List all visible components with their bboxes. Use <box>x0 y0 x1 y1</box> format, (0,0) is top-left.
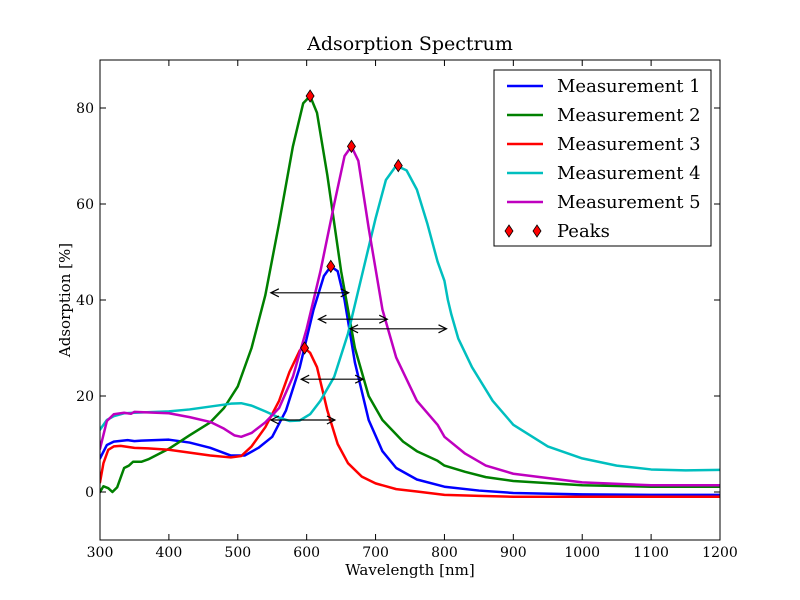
y-tick-label: 0 <box>85 485 94 501</box>
x-tick-label: 1000 <box>564 545 600 561</box>
peak-marker-1 <box>326 259 336 274</box>
fwhm-arrow-3 <box>269 415 337 425</box>
x-tick-label: 700 <box>362 545 389 561</box>
series-layer <box>100 94 720 499</box>
legend-peak-swatch <box>532 224 542 238</box>
fwhm-arrow-4 <box>348 324 448 334</box>
series-line-4 <box>100 164 720 472</box>
y-tick-label: 60 <box>76 197 94 213</box>
peak-marker-5 <box>346 139 356 154</box>
legend-label: Measurement 2 <box>557 105 701 126</box>
x-tick-label: 1100 <box>633 545 669 561</box>
x-tick-label: 600 <box>293 545 320 561</box>
fwhm-arrows <box>269 288 448 425</box>
fwhm-arrow-1 <box>317 314 389 324</box>
chart-title: Adsorption Spectrum <box>306 33 513 55</box>
fwhm-arrow-2 <box>269 288 351 298</box>
legend-entry-5: Measurement 5 <box>507 192 701 213</box>
x-tick-label: 500 <box>224 545 251 561</box>
x-tick-label: 800 <box>431 545 458 561</box>
peak-marker-4 <box>393 158 403 173</box>
legend-label: Measurement 1 <box>557 76 701 97</box>
legend: Measurement 1 Measurement 2 Measurement 3 M… <box>493 69 712 247</box>
x-tick-label: 400 <box>156 545 183 561</box>
y-tick-label: 20 <box>76 389 94 405</box>
x-tick-label: 1200 <box>702 545 738 561</box>
legend-label: Peaks <box>557 221 610 242</box>
legend-entry-2: Measurement 2 <box>507 105 701 126</box>
peak-marker-2 <box>305 89 315 103</box>
legend-label: Measurement 3 <box>557 134 701 155</box>
series-line-2 <box>100 94 720 494</box>
peak-markers <box>300 89 403 355</box>
y-axis-label: Adsorption [%] <box>56 243 74 358</box>
x-tick-label: 900 <box>500 545 527 561</box>
legend-label: Measurement 4 <box>557 163 701 184</box>
legend-label: Measurement 5 <box>557 192 701 213</box>
series-line-1 <box>100 265 720 497</box>
legend-entry-peaks: Peaks <box>504 221 610 242</box>
y-tick-label: 80 <box>76 101 94 117</box>
legend-frame <box>493 69 712 247</box>
peak-marker-3 <box>300 341 310 355</box>
y-tick-label: 40 <box>76 293 94 309</box>
series-line-5 <box>100 145 720 487</box>
x-tick-label: 300 <box>87 545 114 561</box>
legend-entry-4: Measurement 4 <box>507 163 701 184</box>
series-line-3 <box>100 346 720 499</box>
legend-peak-swatch <box>504 224 514 238</box>
x-axis-ticks: 300 400 500 600 700 800 900 1000 1100 1200 <box>87 60 738 561</box>
y-axis-ticks: 0 20 40 60 80 <box>76 101 720 501</box>
fwhm-arrow-5 <box>299 374 365 384</box>
x-axis-label: Wavelength [nm] <box>345 561 474 579</box>
legend-entry-3: Measurement 3 <box>507 134 701 155</box>
legend-entry-1: Measurement 1 <box>507 76 701 97</box>
